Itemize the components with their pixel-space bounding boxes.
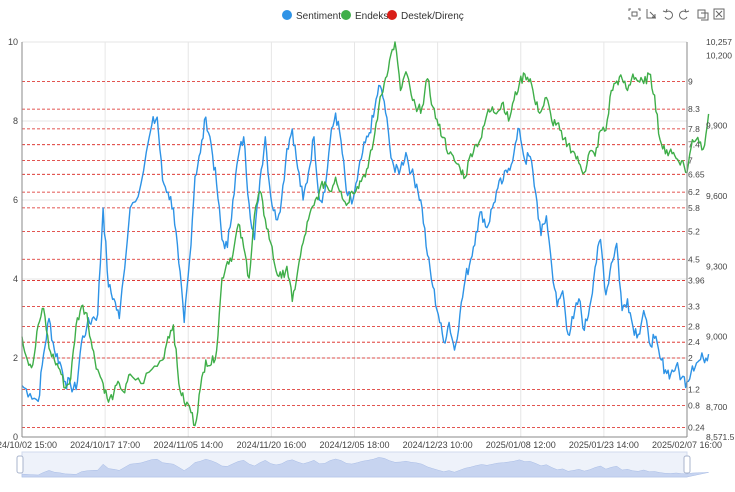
y-right-tick-label: 9,000 xyxy=(706,332,728,342)
y-left-tick-label: 6 xyxy=(13,195,18,205)
support-resistance-label: 7 xyxy=(688,156,693,166)
support-resistance-label: 0.8 xyxy=(688,400,700,410)
legend-item-sentiment[interactable]: Sentiment xyxy=(282,10,341,22)
data-zoom-slider[interactable] xyxy=(16,451,709,478)
data-view-icon[interactable] xyxy=(697,9,709,21)
legend-marker xyxy=(387,10,397,20)
support-resistance-label: 5.8 xyxy=(688,203,700,213)
support-resistance-label: 3.3 xyxy=(688,302,700,312)
restore-icon[interactable] xyxy=(713,8,725,20)
x-tick-label: 2025/02/07 16:00 xyxy=(652,440,722,450)
rotate-left-icon[interactable] xyxy=(662,8,673,20)
y-left-tick-label: 10 xyxy=(8,37,18,47)
y-right-tick-label: 9,300 xyxy=(706,261,728,271)
legend-label: Destek/Direnç xyxy=(401,11,464,22)
support-resistance-label: 8.3 xyxy=(688,104,700,114)
y-right-tick-label: 9,900 xyxy=(706,121,728,131)
support-resistance-label: 1.2 xyxy=(688,385,700,395)
x-tick-label: 2024/11/05 14:00 xyxy=(154,440,223,450)
legend-marker xyxy=(282,10,292,20)
data-zoom-preview xyxy=(21,457,709,478)
data-zoom-left-handle[interactable] xyxy=(16,455,24,474)
y-left-tick-label: 8 xyxy=(13,116,18,126)
legend-item-endeks[interactable]: Endeks xyxy=(341,10,388,22)
series-layer xyxy=(21,41,710,427)
y-right-tick-label: 8,700 xyxy=(706,402,728,412)
y-right-tick-label: 10,200 xyxy=(706,50,732,60)
legend-item-destek-direnc[interactable]: Destek/Direnç xyxy=(387,10,464,22)
zoom-back-icon[interactable] xyxy=(646,9,656,19)
support-resistance-label: 7.8 xyxy=(688,124,700,134)
grid xyxy=(21,41,688,438)
data-zoom-right-handle[interactable] xyxy=(683,455,691,474)
support-resistance-label: 2.8 xyxy=(688,321,700,331)
support-resistance-label: 3.96 xyxy=(688,276,705,286)
support-resistance-label: 6.2 xyxy=(688,187,700,197)
legend-marker xyxy=(341,10,351,20)
series-line-sentiment xyxy=(21,84,710,403)
support-resistance-label: 9 xyxy=(688,77,693,87)
support-resistance-label: 2 xyxy=(688,353,693,363)
x-tick-label: 2025/01/23 14:00 xyxy=(569,440,639,450)
support-resistance-label: 2.4 xyxy=(688,337,700,347)
y-right-tick-label: 10,257 xyxy=(706,37,732,47)
legend: Sentiment Endeks Destek/Direnç xyxy=(282,10,464,22)
series-line-endeks xyxy=(21,41,710,427)
axes: 2024/10/02 15:00 2024/10/17 17:00 2024/11/… xyxy=(0,37,735,450)
support-resistance-label: 6.65 xyxy=(688,169,705,179)
y-left-tick-label: 4 xyxy=(13,274,18,284)
legend-label: Endeks xyxy=(355,11,388,22)
legend-label: Sentiment xyxy=(296,11,341,22)
toolbox xyxy=(628,8,725,21)
x-tick-label: 2024/12/05 18:00 xyxy=(319,440,389,450)
y-right-tick-label: 9,600 xyxy=(706,191,728,201)
zoom-select-icon[interactable] xyxy=(628,8,641,20)
x-tick-label: 2024/10/17 17:00 xyxy=(70,440,140,450)
support-resistance-label: 0.24 xyxy=(688,423,705,433)
x-tick-label: 2024/12/23 10:00 xyxy=(403,440,473,450)
y-right-tick-label: 8,571.5 xyxy=(706,432,735,442)
support-resistance-label: 4.5 xyxy=(688,254,700,264)
support-resistance-label: 7.4 xyxy=(688,140,700,150)
rotate-right-icon[interactable] xyxy=(679,8,690,20)
y-left-tick-label: 0 xyxy=(13,432,18,442)
x-tick-label: 2025/01/08 12:00 xyxy=(486,440,556,450)
x-tick-label: 2024/11/20 16:00 xyxy=(237,440,306,450)
support-resistance-label: 5.2 xyxy=(688,227,700,237)
y-left-tick-label: 2 xyxy=(13,353,18,363)
x-tick-label: 2024/10/02 15:00 xyxy=(0,440,57,450)
